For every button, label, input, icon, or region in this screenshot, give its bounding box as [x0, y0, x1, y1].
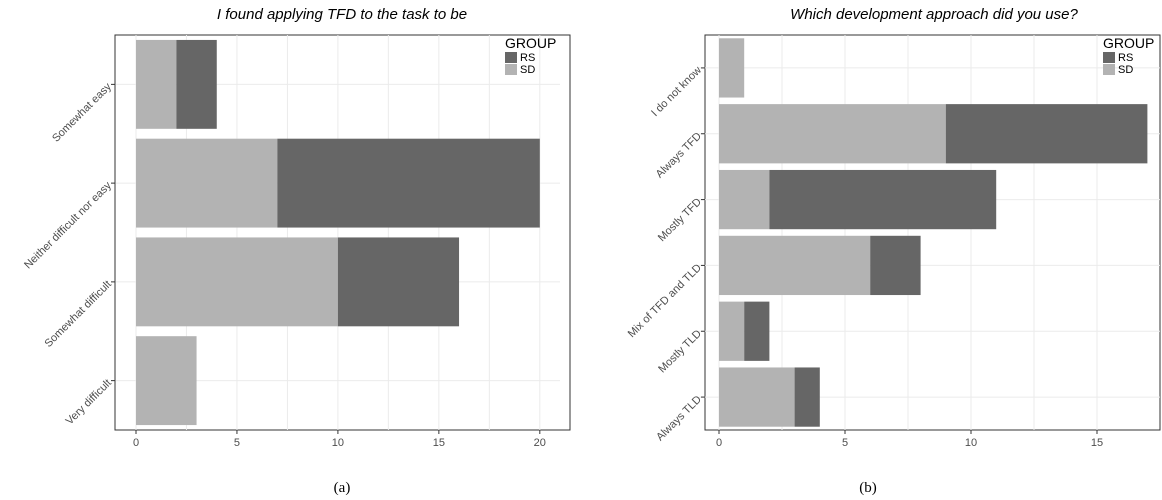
- legend-swatch-sd-b: [1103, 64, 1115, 75]
- y-tick-label-mix-of-tfd-and-tld: Mix of TFD and TLD: [626, 262, 704, 340]
- legend-label-sd-a: SD: [520, 64, 535, 76]
- bar-sd-somewhat-difficult: [136, 237, 338, 327]
- x-tick-label-b: 0: [716, 437, 722, 449]
- bar-rs-somewhat-difficult: [337, 237, 460, 327]
- x-tick-label-b: 15: [1091, 437, 1103, 449]
- bar-sd-very-difficult: [136, 336, 197, 426]
- x-tick-labels-a: 0 5 10 15 20: [133, 430, 546, 449]
- y-tick-labels-b: I do not know Always TFD Mostly TFD Mix of …: [626, 64, 705, 443]
- bar-sd-always-tld: [719, 367, 795, 427]
- chart-panel-b: I do not know Always TFD Mostly TFD Mix of …: [626, 6, 1161, 496]
- legend-swatch-sd-a: [505, 64, 517, 75]
- bar-sd-always-tfd: [719, 104, 946, 164]
- x-tick-label-a: 10: [332, 437, 344, 449]
- bars-b: [719, 38, 1148, 427]
- bar-rs-mostly-tld: [744, 301, 770, 361]
- legend-b: GROUP RS SD: [1103, 35, 1154, 76]
- bar-rs-always-tld: [794, 367, 820, 427]
- chart-title-a: I found applying TFD to the task to be: [217, 6, 467, 23]
- gridlines-b: [699, 35, 1160, 430]
- bar-sd-mix-of-tfd-and-tld: [719, 235, 871, 296]
- x-tick-label-a: 5: [234, 437, 240, 449]
- legend-label-rs-a: RS: [520, 52, 535, 64]
- legend-label-sd-b: SD: [1118, 64, 1133, 76]
- plot-frame-a: [114, 34, 571, 431]
- y-tick-label-mostly-tfd: Mostly TFD: [656, 196, 704, 244]
- bar-sd-mostly-tfd: [719, 169, 770, 230]
- y-tick-label-somewhat-difficult: Somewhat difficult: [42, 278, 113, 349]
- legend-swatch-rs-b: [1103, 52, 1115, 63]
- bar-sd-somewhat-easy: [136, 39, 177, 129]
- bar-rs-mostly-tfd: [769, 169, 997, 230]
- legend-a: GROUP RS SD: [505, 35, 556, 76]
- legend-title-b: GROUP: [1103, 35, 1154, 51]
- bar-sd-mostly-tld: [719, 301, 745, 361]
- bar-sd-neither-difficult-nor-easy: [136, 138, 278, 228]
- x-tick-label-a: 20: [534, 437, 546, 449]
- chart-title-b: Which development approach did you use?: [790, 6, 1078, 23]
- x-tick-label-b: 10: [965, 437, 977, 449]
- y-tick-label-mostly-tld: Mostly TLD: [656, 328, 704, 376]
- y-tick-labels-a: Somewhat easy Neither difficult nor easyS…: [22, 80, 115, 427]
- bar-rs-somewhat-easy: [176, 39, 217, 129]
- y-tick-label-somewhat-easy: Somewhat easy: [50, 80, 114, 144]
- y-tick-label-i-do-not-know: I do not know: [649, 64, 704, 119]
- y-tick-label-always-tfd: Always TFD: [654, 130, 704, 180]
- y-tick-label-very-difficult: Very difficult: [64, 377, 114, 427]
- x-tick-label-a: 15: [433, 437, 445, 449]
- plot-frame-b: [704, 34, 1161, 431]
- bar-sd-i-do-not-know: [719, 38, 745, 98]
- x-tick-label-a: 0: [133, 437, 139, 449]
- caption-b: (b): [859, 480, 877, 496]
- legend-title-a: GROUP: [505, 35, 556, 51]
- y-tick-label-always-tld: Always TLD: [654, 394, 704, 444]
- legend-swatch-rs-a: [505, 52, 517, 63]
- caption-a: (a): [334, 480, 351, 496]
- legend-label-rs-b: RS: [1118, 52, 1133, 64]
- bar-rs-mix-of-tfd-and-tld: [870, 235, 921, 296]
- bars-a: [136, 39, 540, 426]
- bar-rs-neither-difficult-nor-easy: [277, 138, 540, 228]
- x-tick-labels-b: 0 5 10 15: [716, 430, 1103, 449]
- y-tick-label-neither-difficult-nor-easy: Neither difficult nor easy: [22, 179, 114, 271]
- bar-rs-always-tfd: [945, 104, 1148, 164]
- x-tick-label-b: 5: [842, 437, 848, 449]
